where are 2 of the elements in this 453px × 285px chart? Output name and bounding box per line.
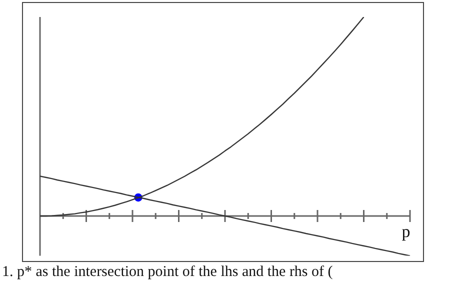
x-axis-title: p [402,222,410,241]
text: 1. p* as the intersection point of the lhs and the rhs of ( [2,264,333,281]
